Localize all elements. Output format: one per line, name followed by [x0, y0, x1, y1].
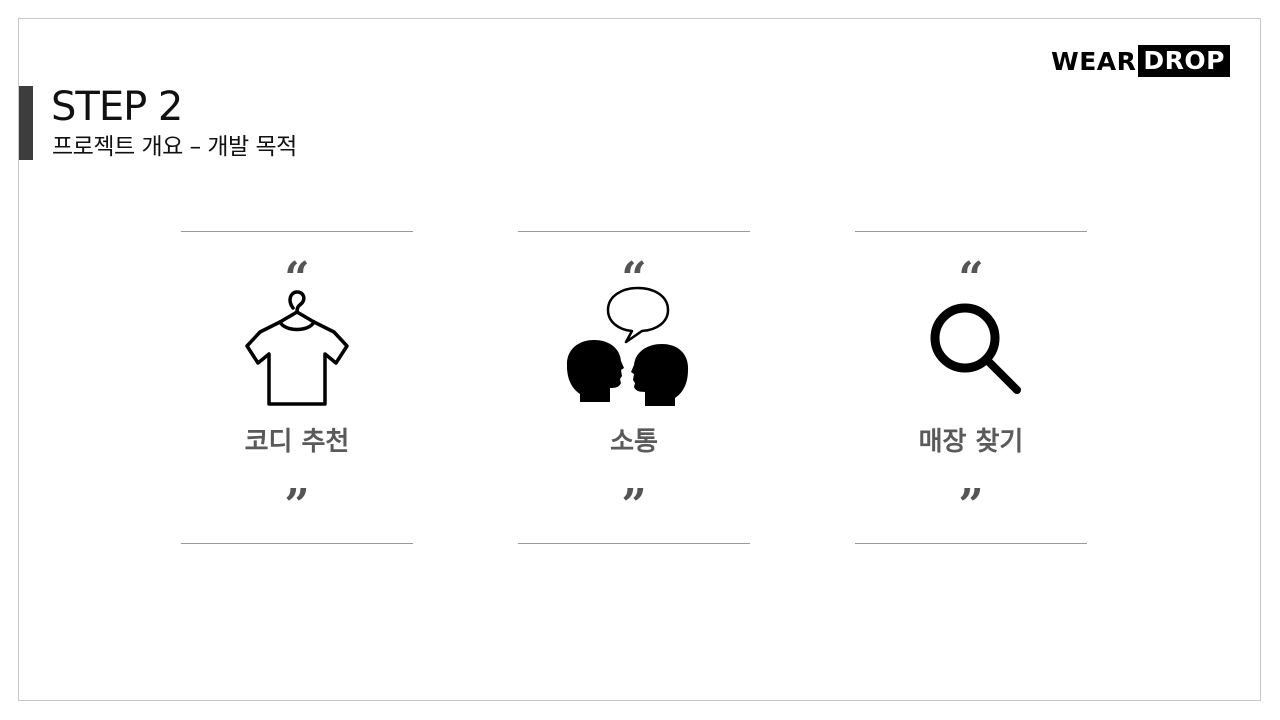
card-label: 소통 [610, 427, 658, 457]
card-label: 코디 추천 [244, 427, 350, 457]
card-label: 매장 찾기 [918, 427, 1024, 457]
open-quote-icon: “ [958, 259, 984, 289]
t-shirt-hanger-icon [227, 284, 367, 412]
close-quote-icon: ” [958, 486, 984, 516]
open-quote-icon: “ [284, 259, 310, 289]
talking-heads-icon [564, 284, 704, 412]
close-quote-icon: ” [621, 486, 647, 516]
step-subtitle: 프로젝트 개요 – 개발 목적 [52, 134, 297, 160]
open-quote-icon: “ [621, 259, 647, 289]
title-accent-bar [19, 86, 33, 160]
card-store-finder: “ 매장 찾기 ” [855, 231, 1087, 544]
card-communication: “ 소통 ” [518, 231, 750, 544]
slide: STEP 2 프로젝트 개요 – 개발 목적 WEAR DROP “ 코디 추천… [18, 18, 1261, 701]
logo-wear: WEAR [1051, 46, 1137, 76]
close-quote-icon: ” [284, 486, 310, 516]
magnifier-icon [901, 284, 1041, 412]
card-outfit-recommendation: “ 코디 추천 ” [181, 231, 413, 544]
step-title: STEP 2 [51, 84, 183, 130]
logo-drop: DROP [1138, 45, 1230, 77]
weardrop-logo: WEAR DROP [1051, 45, 1230, 77]
